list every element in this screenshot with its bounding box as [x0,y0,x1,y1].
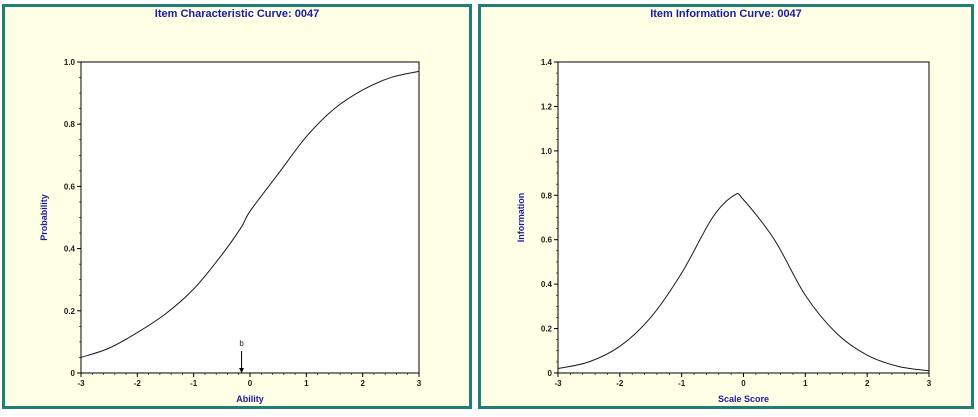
x-tick-label: 0 [248,379,253,388]
iic-title: Item Information Curve: 0047 [650,8,802,20]
y-tick-label: 0.6 [64,182,76,191]
x-tick-label: 1 [304,379,309,388]
x-tick-label: -1 [190,379,198,388]
x-tick-label: -1 [678,379,686,388]
iic-panel: Item Information Curve: 0047 -3 -2 -1 0 1 2 3 0… [478,4,974,409]
y-tick-label: 0.2 [541,325,553,334]
x-tick-label: 3 [417,379,422,388]
x-tick-label: 2 [865,379,870,388]
x-tick-label: 2 [360,379,365,388]
x-tick-label: 1 [803,379,808,388]
series-curve [557,192,930,372]
y-tick-label: 0.4 [541,280,553,289]
x-tick-label: -2 [616,379,624,388]
y-tick-label: 0.8 [541,191,553,200]
icc-title: Item Characteristic Curve: 0047 [154,8,320,20]
x-tick-label: 0 [741,379,746,388]
x-axis-label: Ability [236,394,264,404]
y-tick-label: 0 [548,369,553,378]
plot-area [557,61,930,374]
x-tick-label: -3 [554,379,562,388]
y-tick-label: 1.4 [541,58,553,67]
y-tick-label: 0.8 [64,120,76,129]
x-tick-label: -3 [77,379,85,388]
y-axis-label: Probability [39,194,49,241]
iic-plot: -3 -2 -1 0 1 2 3 0 0.2 0.4 0.6 0.8 1.0 1.2 1.4 Scale Sc… [516,58,932,404]
x-tick-label: 3 [927,379,932,388]
x-axis-label: Scale Score [718,394,769,404]
icc-panel: Item Characteristic Curve: 0047 -3 -2 -1 0 1… [2,4,472,409]
icc-plot: -3 -2 -1 0 1 2 3 0 0.2 0.4 0.6 0.8 1.0 Ability Probabi… [39,58,422,404]
b-marker-arrow [239,368,245,373]
y-axis-label: Information [516,193,526,243]
y-tick-label: 0.6 [541,236,553,245]
y-tick-label: 0.4 [64,245,76,254]
x-tick-label: -2 [134,379,142,388]
plot-area [80,61,420,374]
b-marker-label: b [239,339,244,348]
y-tick-label: 1.2 [541,102,553,111]
series-curve [80,70,420,358]
y-tick-label: 0.2 [64,307,76,316]
y-tick-label: 1.0 [64,58,76,67]
y-tick-label: 0 [71,369,76,378]
y-tick-label: 1.0 [541,147,553,156]
